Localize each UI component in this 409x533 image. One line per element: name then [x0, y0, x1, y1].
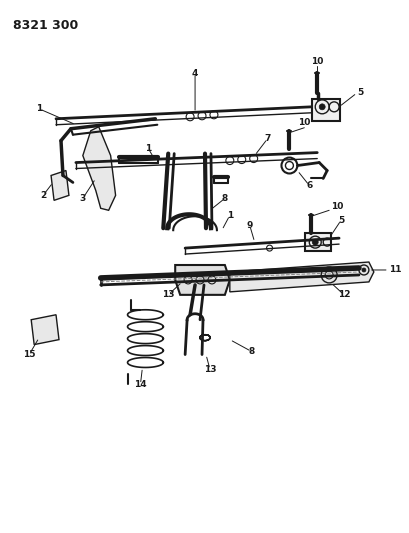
Text: 5: 5 [337, 216, 344, 225]
Polygon shape [31, 315, 59, 345]
Text: 13: 13 [162, 290, 174, 300]
Circle shape [361, 268, 365, 272]
Polygon shape [175, 265, 229, 295]
Text: 13: 13 [203, 365, 216, 374]
Text: 10: 10 [330, 202, 342, 211]
Text: 1: 1 [145, 144, 151, 153]
FancyBboxPatch shape [305, 233, 330, 251]
Text: 15: 15 [23, 350, 35, 359]
Polygon shape [229, 262, 373, 292]
Text: 8321 300: 8321 300 [13, 19, 79, 33]
Circle shape [319, 104, 324, 110]
Text: 8: 8 [221, 194, 227, 203]
Text: 11: 11 [388, 265, 400, 274]
Circle shape [312, 239, 317, 245]
Text: 1: 1 [36, 104, 42, 114]
Text: 10: 10 [310, 56, 323, 66]
Polygon shape [83, 127, 115, 211]
Text: 14: 14 [134, 380, 146, 389]
Text: 9: 9 [246, 221, 252, 230]
Text: 12: 12 [337, 290, 349, 300]
Text: 7: 7 [264, 134, 270, 143]
Text: 1: 1 [226, 211, 232, 220]
Text: 3: 3 [79, 194, 86, 203]
Text: 2: 2 [40, 191, 46, 200]
Text: 5: 5 [356, 88, 362, 98]
Text: 10: 10 [297, 118, 310, 127]
Text: 8: 8 [248, 347, 254, 356]
Text: 4: 4 [191, 69, 198, 77]
Text: 6: 6 [306, 181, 312, 190]
Polygon shape [51, 171, 69, 200]
FancyBboxPatch shape [312, 99, 339, 121]
